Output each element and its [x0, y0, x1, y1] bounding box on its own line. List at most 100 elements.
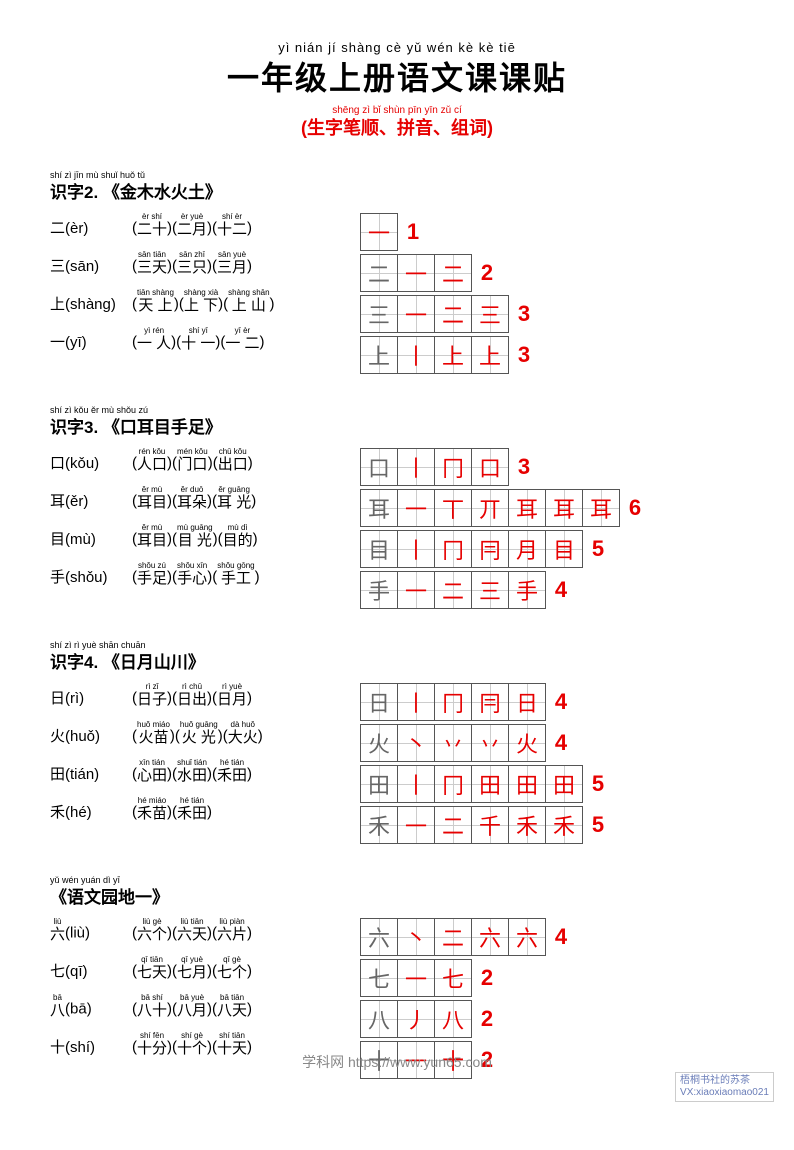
stroke-cell: 三 — [472, 296, 509, 333]
stroke-count: 3 — [509, 296, 540, 333]
stroke-row: 手一二三手4 — [360, 571, 576, 609]
stroke-cell: 冂 — [435, 449, 472, 486]
stroke-cell: 田 — [546, 766, 583, 803]
stroke-row: 禾一二千禾禾5 — [360, 806, 613, 844]
stroke-cell: 丶 — [398, 725, 435, 762]
stroke-count: 2 — [472, 255, 503, 292]
stroke-row: 十一十2 — [360, 1041, 502, 1079]
char-reading: 日(rì) — [50, 691, 132, 708]
stroke-cell: 田 — [361, 766, 398, 803]
word-list: (xīn tián心田)(shuǐ tián水田)(hé tián禾田) — [132, 759, 252, 783]
subtitle-main: (生字笔顺、拼音、组词) — [50, 114, 744, 140]
section-head: shí zì jīn mù shuǐ huǒ tǔ 识字2. 《金木水火土》 — [50, 170, 744, 203]
stroke-row: 一1 — [360, 213, 428, 251]
word-list: (ěr mù耳目)(ěr duō耳朵)(ěr guāng耳 光) — [132, 486, 256, 510]
stroke-cell: 上 — [472, 337, 509, 374]
stroke-count: 4 — [546, 725, 577, 762]
entry: 火(huǒ) (huǒ miáo火苗)(huǒ guāng火 光)(dà huǒ… — [50, 721, 360, 745]
char-reading: 三(sān) — [50, 259, 132, 276]
strokes-col: 六丶二六六4七一七2八丿八2十一十2 — [360, 918, 576, 1082]
stroke-count: 4 — [546, 572, 577, 609]
stroke-row: 日丨冂冃日4 — [360, 683, 576, 721]
stroke-cell: 目 — [361, 531, 398, 568]
stroke-cell: 丨 — [398, 684, 435, 721]
stroke-cell: 耳 — [361, 490, 398, 527]
entry: 耳(ěr) (ěr mù耳目)(ěr duō耳朵)(ěr guāng耳 光) — [50, 486, 360, 510]
stroke-cell: 一 — [398, 296, 435, 333]
entries-col: 日(rì) (rì zǐ日子)(rì chū日出)(rì yuè日月) 火(hu… — [50, 683, 360, 835]
title-main: 一年级上册语文课课贴 — [50, 53, 744, 99]
stroke-row: 上丨上上3 — [360, 336, 539, 374]
stroke-count: 2 — [472, 1042, 503, 1079]
stroke-cell: 耳 — [583, 490, 620, 527]
word-list: (yì rén一 人)(shí yī十 一)(yī èr一 二) — [132, 327, 265, 351]
entry: 一(yī) (yì rén一 人)(shí yī十 一)(yī èr一 二) — [50, 327, 360, 351]
stroke-count: 2 — [472, 1001, 503, 1038]
word-list: (hé miáo禾苗)(hé tián禾田) — [132, 797, 212, 821]
char-reading: 手(shǒu) — [50, 570, 132, 587]
stroke-cell: 月 — [509, 531, 546, 568]
section-head: shí zì kǒu ěr mù shǒu zú 识字3. 《口耳目手足》 — [50, 405, 744, 438]
stroke-cell: 一 — [398, 572, 435, 609]
stroke-cell: 三 — [472, 572, 509, 609]
stroke-count: 5 — [583, 766, 614, 803]
word-list: (qī tiān七天)(qī yuè七月)(qī gè七个) — [132, 956, 252, 980]
stroke-cell: 一 — [398, 1042, 435, 1079]
stroke-cell: 禾 — [361, 807, 398, 844]
entries-col: 口(kǒu) (rén kǒu人口)(mén kǒu门口)(chū kǒu出口)… — [50, 448, 360, 600]
char-reading: 火(huǒ) — [50, 729, 132, 746]
stroke-cell: 一 — [398, 960, 435, 997]
section-1: shí zì kǒu ěr mù shǒu zú 识字3. 《口耳目手足》 口(… — [50, 405, 744, 612]
stroke-cell: 丷 — [472, 725, 509, 762]
stroke-count: 3 — [509, 337, 540, 374]
stroke-cell: 一 — [398, 807, 435, 844]
char-reading: 禾(hé) — [50, 805, 132, 822]
stroke-cell: 丿 — [398, 1001, 435, 1038]
stroke-cell: 丨 — [398, 337, 435, 374]
entry: 手(shǒu) (shǒu zú手足)(shǒu xīn手心)(shǒu gōn… — [50, 562, 360, 586]
word-list: (rì zǐ日子)(rì chū日出)(rì yuè日月) — [132, 683, 252, 707]
stroke-cell: 冂 — [435, 684, 472, 721]
char-reading: 七(qī) — [50, 964, 132, 981]
stroke-cell: 千 — [472, 807, 509, 844]
stroke-cell: 田 — [472, 766, 509, 803]
stroke-cell: 一 — [398, 490, 435, 527]
stroke-cell: 丌 — [472, 490, 509, 527]
stroke-cell: 二 — [435, 255, 472, 292]
page-title: yì nián jí shàng cè yǔ wén kè kè tiē 一年级… — [50, 40, 744, 140]
entry: 口(kǒu) (rén kǒu人口)(mén kǒu门口)(chū kǒu出口) — [50, 448, 360, 472]
stroke-cell: 七 — [361, 960, 398, 997]
word-list: (tiān shàng天 上)(shàng xià上 下)(shàng shān… — [132, 289, 275, 313]
stroke-cell: 火 — [509, 725, 546, 762]
section-0: shí zì jīn mù shuǐ huǒ tǔ 识字2. 《金木水火土》 二… — [50, 170, 744, 377]
strokes-col: 日丨冂冃日4火丶丷丷火4田丨冂田田田5禾一二千禾禾5 — [360, 683, 613, 847]
stroke-row: 八丿八2 — [360, 1000, 502, 1038]
entry: 七(qī) (qī tiān七天)(qī yuè七月)(qī gè七个) — [50, 956, 360, 980]
stroke-cell: 日 — [509, 684, 546, 721]
stroke-cell: 十 — [361, 1042, 398, 1079]
stroke-cell: 二 — [435, 296, 472, 333]
stroke-cell: 三 — [361, 296, 398, 333]
stroke-row: 口丨冂口3 — [360, 448, 539, 486]
stroke-cell: 田 — [509, 766, 546, 803]
entry: 禾(hé) (hé miáo禾苗)(hé tián禾田) — [50, 797, 360, 821]
stroke-cell: 手 — [509, 572, 546, 609]
char-reading: 口(kǒu) — [50, 456, 132, 473]
word-list: (rén kǒu人口)(mén kǒu门口)(chū kǒu出口) — [132, 448, 253, 472]
stroke-row: 田丨冂田田田5 — [360, 765, 613, 803]
section-3: yǔ wén yuán dì yī 《语文园地一》 liù六(liù) (liù… — [50, 875, 744, 1082]
char-reading: 耳(ěr) — [50, 494, 132, 511]
stroke-cell: 火 — [361, 725, 398, 762]
entry: 目(mù) (ěr mù耳目)(mù guāng目 光)(mù dì目的) — [50, 524, 360, 548]
stroke-cell: 耳 — [546, 490, 583, 527]
stroke-count: 1 — [398, 214, 429, 251]
char-reading: bā八(bā) — [50, 994, 132, 1018]
stroke-cell: 八 — [435, 1001, 472, 1038]
stroke-cell: 冃 — [472, 684, 509, 721]
word-list: (huǒ miáo火苗)(huǒ guāng火 光)(dà huǒ大火) — [132, 721, 263, 745]
entry: 日(rì) (rì zǐ日子)(rì chū日出)(rì yuè日月) — [50, 683, 360, 707]
stroke-cell: 十 — [435, 1042, 472, 1079]
stroke-row: 六丶二六六4 — [360, 918, 576, 956]
entries-col: liù六(liù) (liù gè六个)(liù tiān六天)(liù pià… — [50, 918, 360, 1070]
stroke-cell: 六 — [509, 919, 546, 956]
